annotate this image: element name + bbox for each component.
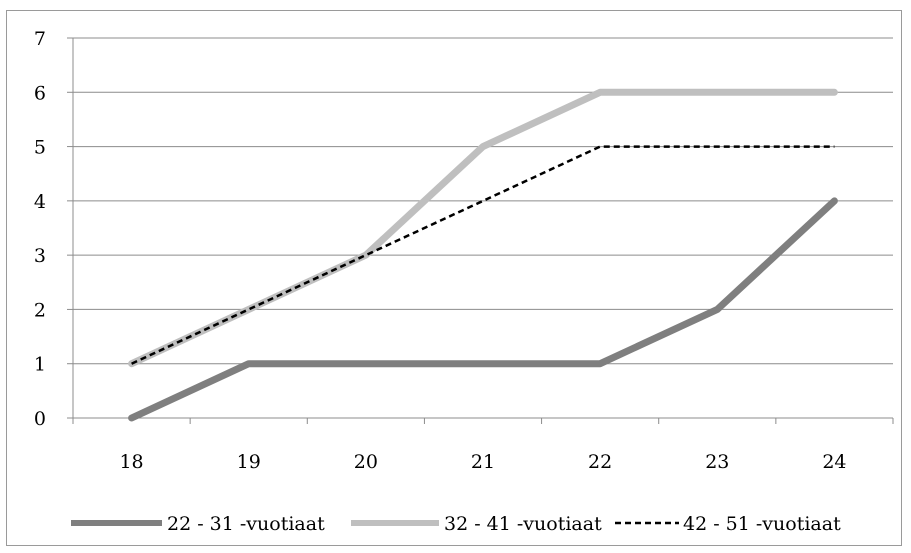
legend: 22 - 31 -vuotiaat 32 - 41 -vuotiaat 42 - 5… [71, 513, 841, 535]
x-tick-label: 23 [705, 451, 729, 473]
y-tick-label: 2 [34, 299, 46, 321]
y-tick-label: 3 [34, 245, 46, 267]
y-tick-label: 5 [34, 137, 46, 159]
legend-label-2: 32 - 41 -vuotiaat [444, 513, 602, 535]
y-tick-label: 1 [34, 354, 46, 376]
x-tick-label: 20 [354, 451, 378, 473]
axes [72, 38, 893, 419]
y-axis-ticks: 0 1 2 3 4 5 6 7 [34, 28, 73, 430]
x-tick-label: 19 [237, 451, 261, 473]
y-tick-label: 4 [34, 191, 46, 213]
x-tick-label: 22 [588, 451, 612, 473]
legend-label-1: 22 - 31 -vuotiaat [167, 513, 325, 535]
x-tick-label: 24 [822, 451, 846, 473]
legend-label-3: 42 - 51 -vuotiaat [683, 513, 841, 535]
series-lines [128, 88, 838, 422]
y-tick-label: 7 [34, 28, 46, 50]
x-tick-label: 21 [471, 451, 495, 473]
x-axis-ticks: 18 19 20 21 22 23 24 [72, 418, 894, 473]
y-tick-label: 0 [34, 408, 46, 430]
gridlines [73, 37, 893, 365]
series-line-1 [128, 197, 838, 422]
series-line-3 [131, 145, 835, 365]
y-tick-label: 6 [34, 82, 46, 104]
x-tick-label: 18 [119, 451, 143, 473]
series-line-2 [128, 88, 838, 368]
